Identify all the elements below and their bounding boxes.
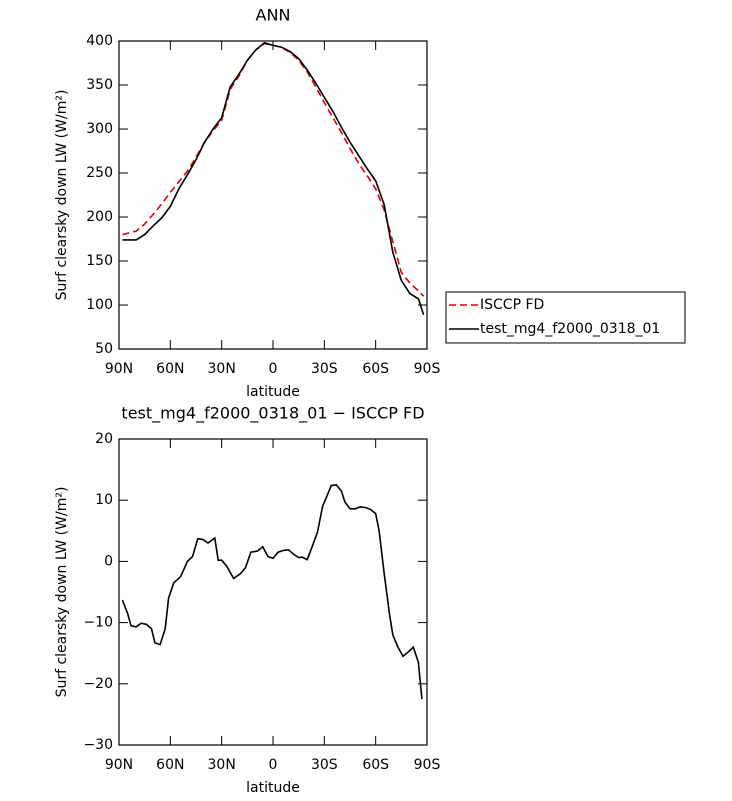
y-tick-label: 10	[95, 492, 113, 508]
data-line	[122, 41, 425, 315]
data-line	[121, 484, 423, 700]
y-tick-label: 250	[86, 165, 113, 181]
x-tick-label: 30S	[311, 361, 338, 377]
y-tick-label: 50	[95, 341, 113, 357]
plot-frame	[118, 438, 428, 746]
x-tick-label: 60S	[362, 361, 389, 377]
legend-box	[445, 291, 686, 344]
chart-title: test_mg4_f2000_0318_01 − ISCCP FD	[121, 404, 424, 424]
x-tick-label: 0	[269, 361, 278, 377]
y-tick-label: 150	[86, 253, 113, 269]
y-tick-label: 400	[86, 33, 113, 49]
x-axis-label: latitude	[246, 384, 300, 400]
x-tick-label: 30N	[208, 757, 236, 773]
x-tick-label: 90N	[105, 361, 133, 377]
y-tick-label: 200	[86, 209, 113, 225]
y-tick-label: 300	[86, 121, 113, 137]
y-tick-label: 100	[86, 297, 113, 313]
legend-label: ISCCP FD	[480, 297, 544, 313]
x-tick-label: 30N	[208, 361, 236, 377]
y-tick-label: 350	[86, 77, 113, 93]
data-line	[122, 42, 425, 297]
x-tick-label: 30S	[311, 757, 338, 773]
x-tick-label: 60N	[156, 757, 184, 773]
chart-title: ANN	[256, 6, 291, 25]
y-tick-label: 0	[104, 553, 113, 569]
y-tick-label: −30	[83, 737, 113, 753]
y-axis-label: Surf clearsky down LW (W/m²)	[54, 487, 70, 698]
x-tick-label: 60S	[362, 757, 389, 773]
y-tick-label: −20	[83, 676, 113, 692]
legend-label: test_mg4_f2000_0318_01	[480, 321, 660, 337]
x-tick-label: 90S	[414, 757, 441, 773]
y-tick-label: −10	[83, 615, 113, 631]
y-tick-label: 20	[95, 431, 113, 447]
x-tick-label: 60N	[156, 361, 184, 377]
x-tick-label: 0	[269, 757, 278, 773]
y-axis-label: Surf clearsky down LW (W/m²)	[54, 90, 70, 301]
x-axis-label: latitude	[246, 780, 300, 796]
x-tick-label: 90S	[414, 361, 441, 377]
x-tick-label: 90N	[105, 757, 133, 773]
